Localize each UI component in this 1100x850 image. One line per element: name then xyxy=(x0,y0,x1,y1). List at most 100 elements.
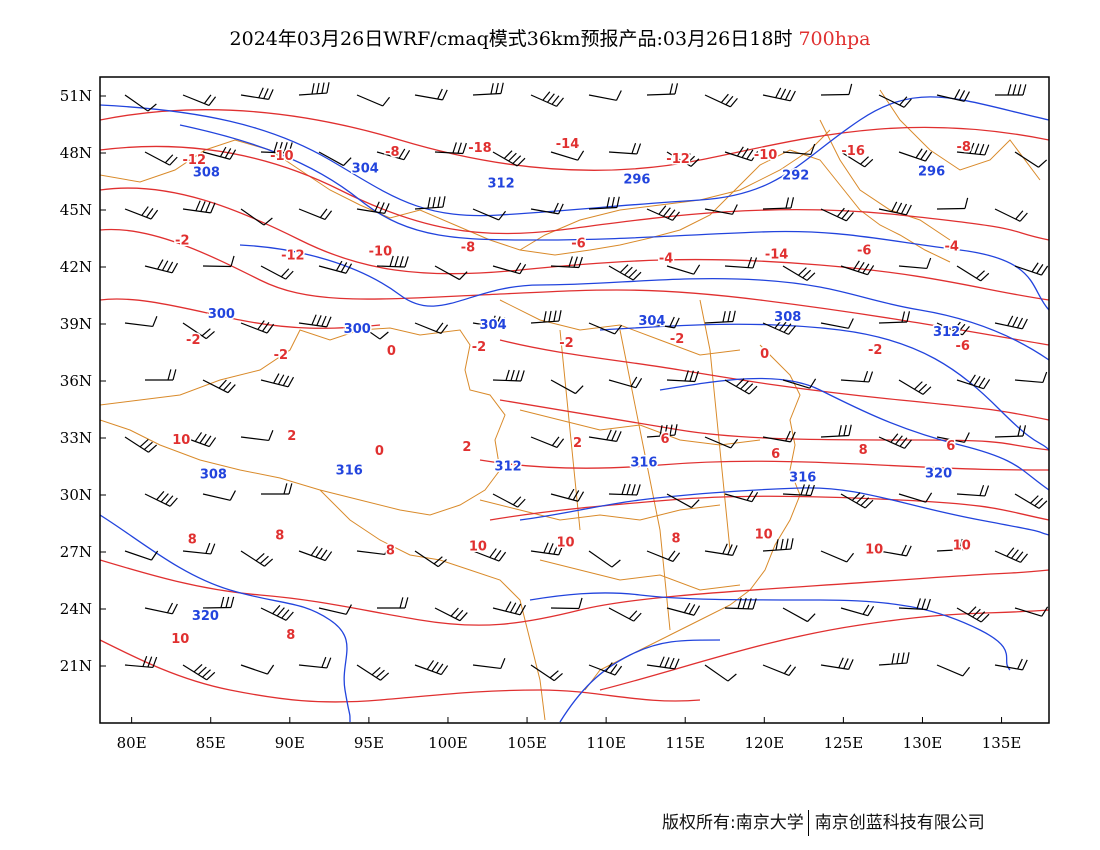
barb-feather xyxy=(899,96,908,106)
wind-barb xyxy=(492,262,527,275)
barb-feather xyxy=(611,559,621,568)
height-contour-label: 296 xyxy=(918,164,945,179)
barb-feather xyxy=(266,664,275,675)
barb-feather xyxy=(838,657,844,669)
wind-barb xyxy=(666,370,699,383)
barb-feather xyxy=(790,197,795,209)
barb-feather xyxy=(915,148,923,159)
barb-feather xyxy=(572,490,580,501)
barb-feather xyxy=(326,82,330,94)
barb-feather xyxy=(264,558,274,567)
barb-shaft xyxy=(840,607,869,617)
barb-feather xyxy=(512,496,522,506)
barb-feather xyxy=(741,148,749,158)
barb-feather xyxy=(914,381,923,390)
contour-labels: 308 304 312 296 292 296 300 300 304 304 308 312 308 3… xyxy=(170,135,973,648)
barb-shaft xyxy=(704,436,732,449)
wind-barb xyxy=(646,83,679,96)
wind-barb xyxy=(472,208,507,221)
barb-feather xyxy=(619,264,629,273)
barb-shaft xyxy=(898,493,926,503)
height-line xyxy=(239,244,1049,361)
barb-feather xyxy=(664,424,668,436)
wind-barb xyxy=(530,91,564,107)
barb-feather xyxy=(967,606,977,615)
lon-tick-label: 135E xyxy=(982,734,1022,752)
temperature-contour-label: 0 xyxy=(760,347,769,362)
height-line xyxy=(100,514,351,723)
barb-shaft xyxy=(782,607,808,623)
barb-feather xyxy=(219,146,227,157)
wind-barb xyxy=(588,662,623,676)
barb-shaft xyxy=(356,322,381,340)
barb-shaft xyxy=(724,151,752,162)
barb-feather xyxy=(171,262,179,274)
title-text: 2024年03月26日WRF/cmaq模式36km预报产品:03月26日18时 xyxy=(229,28,793,50)
barb-feather xyxy=(542,91,551,101)
temperature-contour-label: -12 xyxy=(183,153,207,168)
height-contour-label: 308 xyxy=(193,165,220,180)
wind-barb xyxy=(144,491,178,507)
wind-barb xyxy=(144,259,179,274)
barb-feather xyxy=(925,492,933,503)
barb-feather xyxy=(263,217,273,226)
barb-feather xyxy=(320,549,328,560)
barb-feather xyxy=(957,323,966,334)
temperature-contour-label: 6 xyxy=(771,447,780,462)
barb-feather xyxy=(202,669,211,678)
barb-feather xyxy=(856,494,865,504)
barb-feather xyxy=(224,148,232,159)
barb-feather xyxy=(210,543,216,555)
wind-barb xyxy=(414,660,449,676)
wind-barb xyxy=(820,318,854,329)
wind-barb xyxy=(124,436,158,453)
barb-feather xyxy=(899,437,908,447)
barb-feather xyxy=(147,656,153,668)
barb-feather xyxy=(868,371,874,383)
wind-barb xyxy=(202,490,236,501)
barb-feather xyxy=(790,538,794,550)
barb-feather xyxy=(375,669,385,678)
wind-barb xyxy=(202,255,235,268)
wind-barb xyxy=(704,204,738,215)
wind-barb xyxy=(550,150,585,161)
wind-barb xyxy=(530,310,562,324)
barb-feather xyxy=(1017,84,1022,96)
barb-feather xyxy=(495,82,499,94)
barb-feather xyxy=(384,543,390,555)
wind-barb xyxy=(240,87,274,100)
barb-feather xyxy=(628,269,638,278)
barb-feather xyxy=(926,257,932,269)
barb-feather xyxy=(148,444,158,453)
wind-barb xyxy=(240,208,273,226)
temp-line xyxy=(489,495,1049,521)
barb-feather xyxy=(732,310,736,322)
barb-feather xyxy=(282,375,290,386)
wind-barb xyxy=(724,597,757,610)
barb-feather xyxy=(746,490,754,501)
barb-feather xyxy=(979,143,985,155)
barb-feather xyxy=(276,607,285,617)
barb-feather xyxy=(1017,425,1022,437)
temperature-contour-label: -2 xyxy=(559,336,573,351)
lat-tick-label: 42N xyxy=(60,258,92,276)
barb-feather xyxy=(694,370,699,382)
barb-feather xyxy=(577,150,585,161)
barb-feather xyxy=(751,151,759,161)
barb-feather xyxy=(440,324,449,334)
temperature-contours xyxy=(100,108,1049,703)
barb-feather xyxy=(916,598,921,610)
barb-feather xyxy=(901,652,905,664)
lat-tick-label: 51N xyxy=(60,87,92,105)
barb-shaft xyxy=(994,435,1024,438)
barb-feather xyxy=(748,385,758,395)
barb-feather xyxy=(509,602,517,613)
temp-line xyxy=(499,399,1049,451)
temperature-contour-label: 8 xyxy=(275,529,284,544)
barb-feather xyxy=(864,158,874,168)
barb-feather xyxy=(1017,658,1023,670)
barb-feather xyxy=(379,331,389,340)
barb-feather xyxy=(255,552,265,562)
barb-feather xyxy=(689,370,694,382)
barb-shaft xyxy=(318,607,347,615)
